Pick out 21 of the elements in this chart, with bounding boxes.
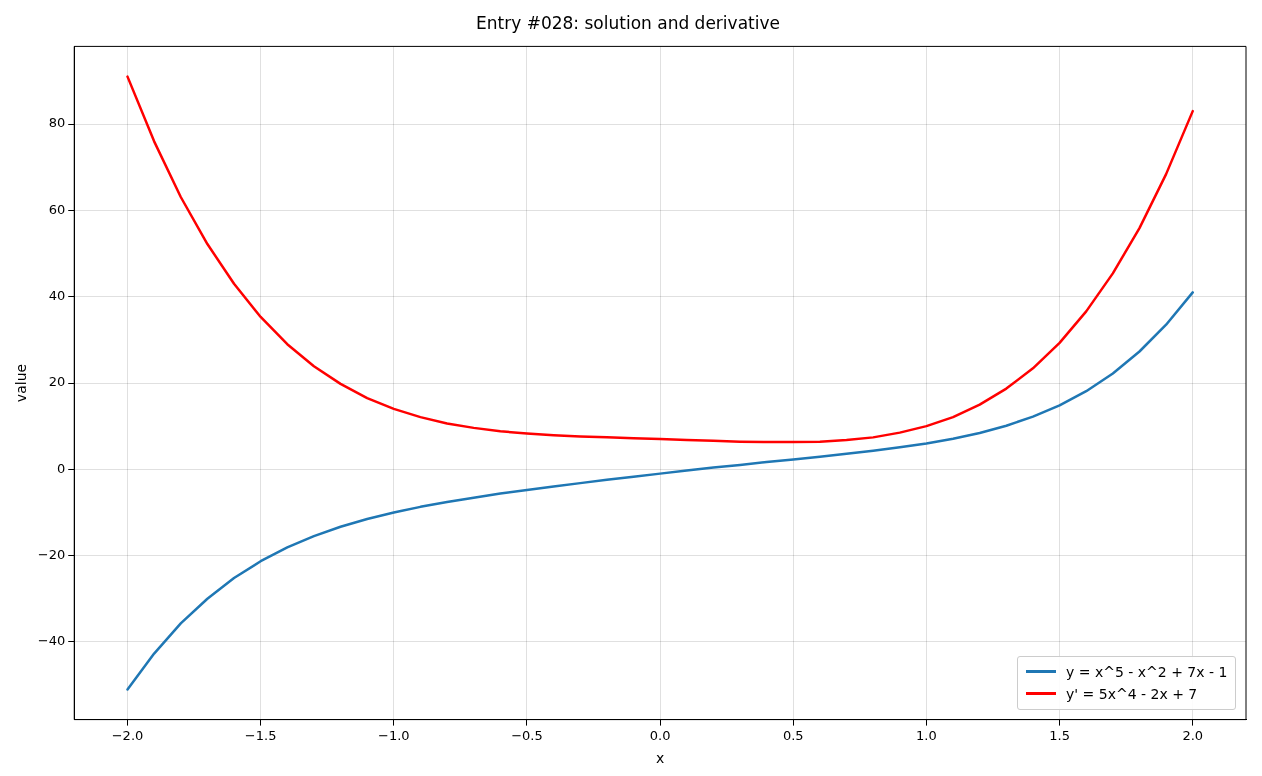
y-axis-title: value bbox=[13, 363, 30, 403]
legend-label: y = x^5 - x^2 + 7x - 1 bbox=[1066, 663, 1228, 680]
x-tick-label: −1.5 bbox=[244, 727, 277, 743]
y-tick-label: 60 bbox=[48, 201, 66, 217]
x-tick-label: −0.5 bbox=[511, 727, 543, 743]
x-tick-label: −2.0 bbox=[111, 727, 144, 743]
x-tick-label: 0.0 bbox=[649, 727, 671, 743]
legend-label: y' = 5x^4 - 2x + 7 bbox=[1066, 685, 1198, 702]
y-tick-label: 0 bbox=[56, 460, 66, 476]
y-tick-label: −40 bbox=[37, 633, 66, 649]
x-tick-label: −1.0 bbox=[378, 727, 410, 743]
y-tick-label: 80 bbox=[48, 115, 66, 131]
y-tick-label: 20 bbox=[48, 374, 66, 390]
y-tick-label: 40 bbox=[48, 288, 66, 304]
x-axis-title: x bbox=[655, 750, 665, 767]
y-tick-label: −20 bbox=[37, 546, 66, 562]
x-tick-label: 0.5 bbox=[782, 727, 804, 743]
x-tick-label: 2.0 bbox=[1182, 727, 1204, 743]
chart-title: Entry #028: solution and derivative bbox=[476, 12, 780, 33]
x-tick-label: 1.5 bbox=[1049, 727, 1070, 743]
x-tick-label: 1.0 bbox=[916, 727, 937, 743]
